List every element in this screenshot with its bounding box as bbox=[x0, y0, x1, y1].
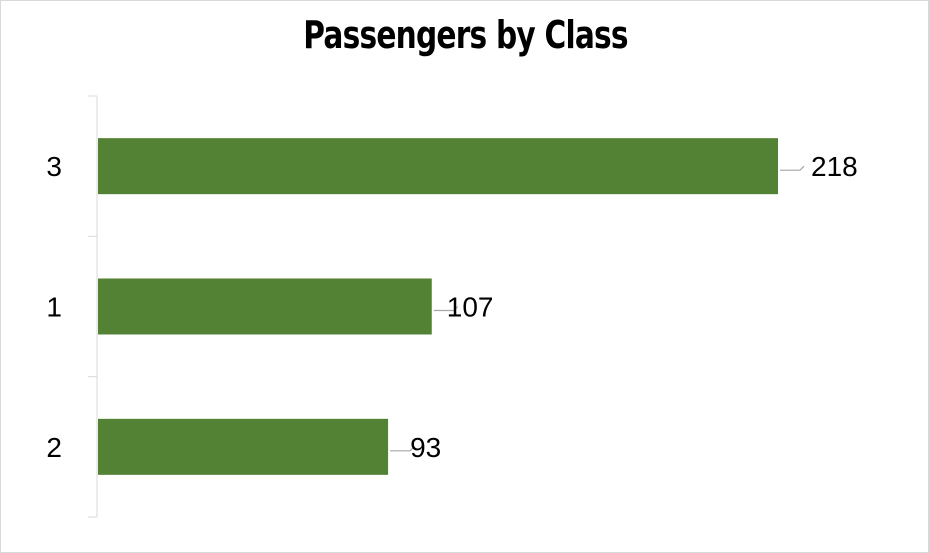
category-label-3: 3 bbox=[46, 151, 62, 182]
bar-class-3 bbox=[98, 138, 778, 195]
category-label-1: 1 bbox=[46, 292, 62, 323]
data-label-2: 93 bbox=[410, 432, 441, 463]
data-label-leader bbox=[433, 306, 459, 312]
bar-class-1 bbox=[98, 278, 432, 335]
bar-class-2 bbox=[98, 418, 389, 475]
category-label-2: 2 bbox=[46, 432, 62, 463]
data-label-leader bbox=[390, 446, 415, 452]
data-label-3: 218 bbox=[811, 151, 858, 182]
data-label-1: 107 bbox=[447, 292, 494, 323]
data-label-leader bbox=[780, 165, 805, 171]
chart-title: Passengers by Class bbox=[303, 13, 628, 57]
